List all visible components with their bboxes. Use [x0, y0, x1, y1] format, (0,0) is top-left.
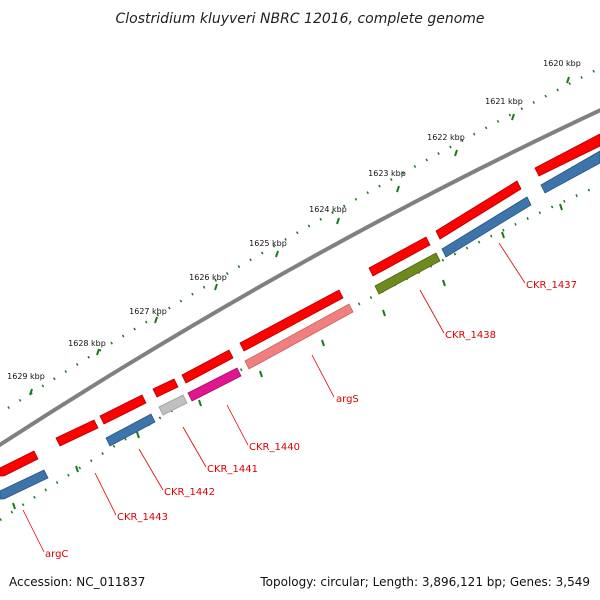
gene-cds[interactable]	[152, 378, 179, 398]
gene-label[interactable]: CKR_1441	[207, 464, 258, 475]
gene-pseudo[interactable]	[158, 394, 188, 416]
gene-label[interactable]: argC	[45, 549, 68, 560]
gene-label[interactable]: CKR_1440	[249, 442, 300, 453]
map-title: Clostridium kluyveri NBRC 12016, complet…	[115, 11, 484, 27]
ruler-label: 1627 kbp	[129, 307, 167, 316]
inner-ruler-dots	[0, 183, 600, 522]
ruler-label: 1622 kbp	[427, 133, 465, 142]
gene-cds[interactable]	[435, 180, 522, 240]
gene-label[interactable]: CKR_1437	[526, 280, 577, 291]
gene-rna[interactable]	[0, 469, 49, 500]
outer-ruler-dots	[7, 66, 600, 410]
ruler-label: 1620 kbp	[543, 59, 581, 68]
gene-rna[interactable]	[540, 150, 600, 194]
gene-cds[interactable]	[99, 394, 147, 425]
ruler-label: 1629 kbp	[7, 372, 45, 381]
ruler-label: 1626 kbp	[189, 273, 227, 282]
reverse-genes	[0, 150, 600, 500]
gene-labels: CKR_1437 CKR_1438 argS CKR_1440 CKR_1441…	[45, 280, 577, 560]
ruler-labels: 1620 kbp 1621 kbp 1622 kbp 1623 kbp 1624…	[7, 59, 581, 381]
ruler-label: 1621 kbp	[485, 97, 523, 106]
gene-label[interactable]: CKR_1442	[164, 487, 215, 498]
gene-cds[interactable]	[534, 133, 600, 177]
forward-genes	[0, 133, 600, 477]
gene-args[interactable]	[244, 303, 354, 370]
gene-cds[interactable]	[0, 450, 39, 477]
gene-label[interactable]: CKR_1438	[445, 330, 496, 341]
gene-cds[interactable]	[55, 419, 99, 447]
gene-rna[interactable]	[441, 196, 532, 258]
outer-ruler-ticks	[29, 76, 570, 396]
leader-lines	[22, 242, 526, 553]
ruler-label: 1624 kbp	[309, 205, 347, 214]
gene-rna[interactable]	[105, 413, 156, 447]
gene-cds-magenta[interactable]	[187, 367, 242, 402]
gene-olive[interactable]	[374, 252, 441, 295]
gene-cds[interactable]	[181, 349, 234, 384]
ruler-label: 1625 kbp	[249, 239, 287, 248]
inner-ruler-ticks	[12, 203, 563, 510]
backbone-circle	[0, 108, 600, 448]
accession-text: Accession: NC_011837	[9, 575, 145, 589]
genome-summary: Topology: circular; Length: 3,896,121 bp…	[259, 575, 590, 589]
ruler-label: 1623 kbp	[368, 169, 406, 178]
gene-label[interactable]: argS	[336, 394, 359, 405]
gene-cds[interactable]	[368, 236, 431, 277]
gene-label[interactable]: CKR_1443	[117, 512, 168, 523]
ruler-label: 1628 kbp	[68, 339, 106, 348]
gene-cds[interactable]	[239, 289, 344, 352]
